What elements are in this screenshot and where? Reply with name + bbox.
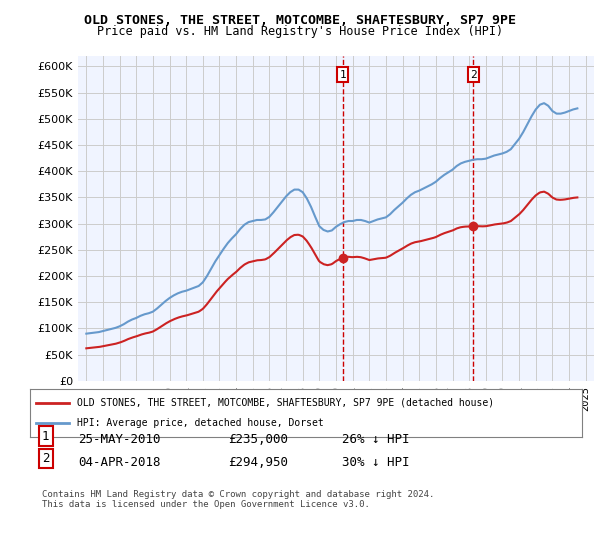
- Text: HPI: Average price, detached house, Dorset: HPI: Average price, detached house, Dors…: [77, 418, 323, 428]
- Text: OLD STONES, THE STREET, MOTCOMBE, SHAFTESBURY, SP7 9PE (detached house): OLD STONES, THE STREET, MOTCOMBE, SHAFTE…: [77, 398, 494, 408]
- Text: OLD STONES, THE STREET, MOTCOMBE, SHAFTESBURY, SP7 9PE: OLD STONES, THE STREET, MOTCOMBE, SHAFTE…: [84, 14, 516, 27]
- Text: £235,000: £235,000: [228, 433, 288, 446]
- Text: Contains HM Land Registry data © Crown copyright and database right 2024.
This d: Contains HM Land Registry data © Crown c…: [42, 490, 434, 510]
- Text: Price paid vs. HM Land Registry's House Price Index (HPI): Price paid vs. HM Land Registry's House …: [97, 25, 503, 38]
- Text: 04-APR-2018: 04-APR-2018: [78, 455, 161, 469]
- Text: 30% ↓ HPI: 30% ↓ HPI: [342, 455, 409, 469]
- Text: 1: 1: [42, 430, 50, 442]
- Text: 2: 2: [42, 452, 50, 465]
- Text: £294,950: £294,950: [228, 455, 288, 469]
- Text: 26% ↓ HPI: 26% ↓ HPI: [342, 433, 409, 446]
- Text: 25-MAY-2010: 25-MAY-2010: [78, 433, 161, 446]
- Text: 1: 1: [339, 69, 346, 80]
- Text: 2: 2: [470, 69, 476, 80]
